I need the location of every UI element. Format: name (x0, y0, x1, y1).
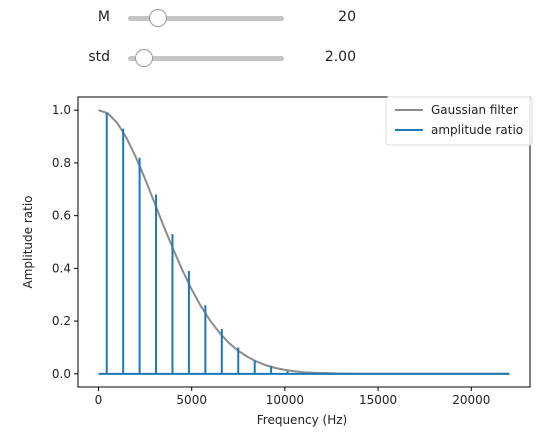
m-value: 20 (338, 9, 356, 25)
y-axis-label: Amplitude ratio (21, 196, 35, 289)
std-control: std 2.00 (0, 43, 548, 73)
legend-gaussian-label: Gaussian filter (431, 103, 518, 117)
m-slider-handle[interactable] (148, 9, 167, 27)
gaussian-filter-line (98, 109, 510, 375)
std-label: std (88, 49, 110, 65)
legend: Gaussian filter amplitude ratio (385, 96, 533, 146)
std-value: 2.00 (324, 49, 356, 65)
y-tick-label: 0.8 (52, 156, 71, 170)
y-tick-label: 0.0 (52, 367, 71, 381)
y-tick-label: 0.4 (52, 261, 71, 275)
x-tick-label: 5000 (176, 393, 207, 407)
m-slider-track[interactable] (128, 16, 284, 21)
std-slider-handle[interactable] (134, 49, 153, 67)
m-control: M 20 (0, 3, 548, 33)
x-tick-label: 10000 (266, 393, 304, 407)
y-tick-label: 1.0 (52, 103, 71, 117)
amplitude-chart: 0 5000 10000 15000 20000 0.0 0.2 0.4 0.6 0.8 1.0 F… (21, 96, 533, 427)
plot-frame (77, 96, 531, 388)
y-tick-label: 0.6 (52, 209, 71, 223)
y-tick-label: 0.2 (52, 314, 71, 328)
x-tick-label: 20000 (452, 393, 490, 407)
x-tick-label: 15000 (359, 393, 397, 407)
x-tick-label: 0 (95, 393, 103, 407)
x-axis-label: Frequency (Hz) (257, 413, 348, 427)
m-label: M (97, 9, 110, 25)
std-slider-track[interactable] (128, 56, 284, 61)
legend-amplitude-label: amplitude ratio (431, 123, 523, 137)
